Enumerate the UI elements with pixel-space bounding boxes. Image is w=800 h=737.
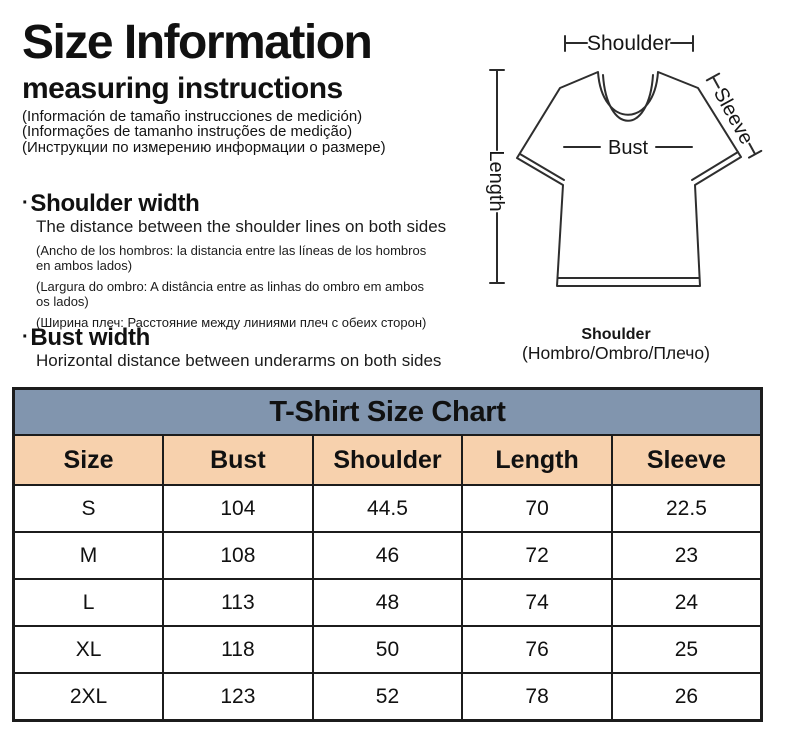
cell-size: 2XL (12, 672, 165, 722)
cell-shoulder: 50 (311, 625, 464, 674)
cell-bust: 118 (162, 625, 314, 674)
tshirt-measurement-diagram: Bust Shoulder Length Sleeve Shoulder (Ho… (460, 10, 800, 370)
cell-sleeve: 23 (610, 531, 763, 580)
cell-bust: 108 (162, 531, 314, 580)
title-translation-es: (Información de tamaño instrucciones de … (22, 108, 363, 125)
sleeve-dimension-line (705, 72, 763, 159)
section-shoulder-heading-text: Shoulder width (30, 190, 200, 217)
title-translation-pt: (Informações de tamanho instruções de me… (22, 123, 353, 141)
shoulder-label: Shoulder (587, 32, 671, 55)
cell-shoulder: 48 (311, 578, 464, 627)
cell-size: XL (12, 625, 165, 674)
cell-size: M (12, 531, 165, 580)
cell-sleeve: 22.5 (610, 484, 763, 533)
header-block: Size Information measuring instructions … (22, 14, 472, 155)
tshirt-right-cuff-band (691, 151, 739, 181)
section-bust-description: Horizontal distance between underarms on… (36, 351, 442, 370)
size-chart-title: T-Shirt Size Chart (12, 387, 763, 436)
section-shoulder-translation-es: (Ancho de los hombros: la distancia entr… (36, 243, 427, 273)
column-header-size: Size (12, 434, 165, 486)
tshirt-outline (516, 71, 742, 287)
cell-length: 74 (461, 578, 613, 627)
cell-length: 72 (461, 531, 613, 580)
column-header-length: Length (461, 434, 613, 486)
cell-sleeve: 24 (610, 578, 763, 627)
size-chart-title-row: T-Shirt Size Chart (12, 387, 763, 436)
tshirt-diagram-svg: Bust Shoulder Length Sleeve Shoulder (Ho… (485, 32, 763, 363)
cell-length: 76 (461, 625, 613, 674)
length-label: Length (485, 150, 507, 211)
title-translation-ru: (Инструкции по измерению информации о ра… (22, 138, 386, 156)
section-bust-heading: ·Bust width (22, 324, 467, 351)
section-bust-width: ·Bust width Horizontal distance between … (22, 324, 467, 371)
size-chart-header-row: Size Bust Shoulder Length Sleeve (12, 434, 763, 486)
bust-label: Bust (608, 137, 648, 159)
column-header-bust: Bust (162, 434, 314, 486)
table-row-m: M 108 46 72 23 (12, 531, 763, 580)
tshirt-left-cuff-band (519, 153, 565, 181)
table-row-xl: XL 118 50 76 25 (12, 625, 763, 674)
cell-length: 70 (461, 484, 613, 533)
table-row-l: L 113 48 74 24 (12, 578, 763, 627)
cell-size: L (12, 578, 165, 627)
shoulder-dimension-line (564, 35, 694, 52)
cell-shoulder: 46 (311, 531, 464, 580)
sleeve-dimension-group: Sleeve (705, 72, 763, 159)
bullet-icon: · (22, 192, 29, 214)
section-shoulder-translation-pt: (Largura do ombro: A distância entre as … (36, 279, 425, 309)
cell-size: S (12, 484, 165, 533)
diagram-caption-title: Shoulder (581, 326, 650, 343)
size-chart-table: T-Shirt Size Chart Size Bust Shoulder Le… (12, 387, 763, 722)
cell-bust: 123 (162, 672, 314, 722)
cell-bust: 113 (162, 578, 314, 627)
bullet-icon: · (22, 326, 29, 348)
section-shoulder-width: ·Shoulder width The distance between the… (22, 190, 467, 330)
cell-sleeve: 25 (610, 625, 763, 674)
cell-sleeve: 26 (610, 672, 763, 722)
section-bust-heading-text: Bust width (30, 324, 151, 351)
tshirt-collar-band (602, 74, 654, 122)
section-shoulder-description: The distance between the shoulder lines … (36, 217, 447, 236)
cell-length: 78 (461, 672, 613, 722)
section-shoulder-translation-ru: (Ширина плеч: Расстояние между линиями п… (36, 315, 427, 330)
cell-shoulder: 52 (311, 672, 464, 722)
table-row-s: S 104 44.5 70 22.5 (12, 484, 763, 533)
cell-bust: 104 (162, 484, 314, 533)
page-subtitle: measuring instructions (22, 72, 343, 105)
title-translations: (Información de tamaño instrucciones de … (22, 108, 472, 156)
page-title: Size Information (22, 16, 373, 69)
diagram-caption-translations: (Hombro/Ombro/Плечо) (522, 343, 710, 363)
column-header-shoulder: Shoulder (311, 434, 464, 486)
column-header-sleeve: Sleeve (610, 434, 763, 486)
cell-shoulder: 44.5 (311, 484, 464, 533)
table-row-2xl: 2XL 123 52 78 26 (12, 672, 763, 722)
length-dimension-line (489, 69, 505, 284)
section-shoulder-heading: ·Shoulder width (22, 190, 467, 217)
